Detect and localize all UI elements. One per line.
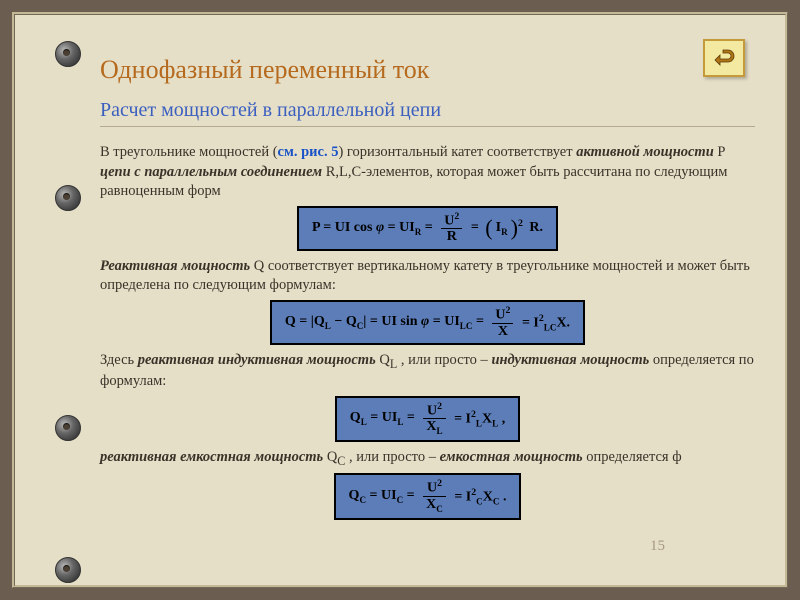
page-number: 15 xyxy=(650,538,665,555)
ring-hole xyxy=(55,415,81,441)
ring-hole xyxy=(55,557,81,583)
ring-hole xyxy=(55,41,81,67)
paragraph-4: реактивная емкостная мощность QC , или п… xyxy=(100,448,755,469)
paragraph-1: В треугольнике мощностей (см. рис. 5) го… xyxy=(100,143,755,202)
formula-reactive-power: Q = |QL − QC| = UI sin φ = UILC = U2X = … xyxy=(270,300,585,345)
formula-capacitive-power: QC = UIC = U2XC = I2CXC . xyxy=(334,473,522,519)
paragraph-2: Реактивная мощность Q соответствует верт… xyxy=(100,257,755,296)
page-title: Однофазный переменный ток xyxy=(100,55,755,85)
slide-frame: Однофазный переменный ток Расчет мощност… xyxy=(12,12,788,588)
paragraph-3: Здесь реактивная индуктивная мощность QL… xyxy=(100,351,755,392)
spiral-binding xyxy=(55,15,85,585)
body-text: В треугольнике мощностей (см. рис. 5) го… xyxy=(100,143,755,520)
slide-content: Однофазный переменный ток Расчет мощност… xyxy=(100,35,755,567)
formula-active-power: P = UI cos φ = UIR = U2R = (IR)2 R. xyxy=(297,206,558,251)
figure-ref-link[interactable]: см. рис. 5 xyxy=(278,144,339,160)
ring-hole xyxy=(55,185,81,211)
page-subtitle: Расчет мощностей в параллельной цепи xyxy=(100,99,755,127)
formula-inductive-power: QL = UIL = U2XL = I2LXL , xyxy=(335,396,520,442)
